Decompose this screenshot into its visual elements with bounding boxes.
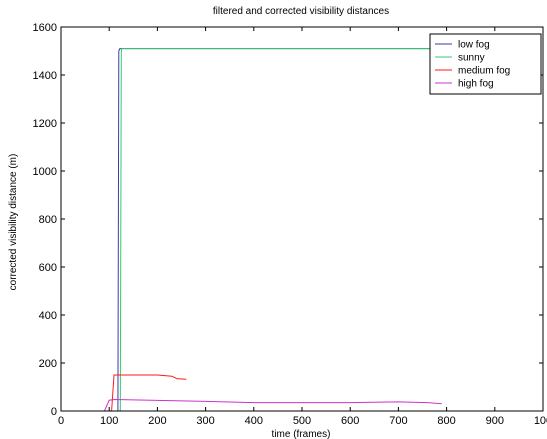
y-tick-label: 200 — [39, 358, 57, 370]
y-tick-label: 800 — [39, 214, 57, 226]
x-tick-label: 500 — [293, 415, 311, 427]
legend-entry-label: low fog — [458, 40, 490, 51]
x-tick-label: 400 — [245, 415, 263, 427]
x-tick-label: 100 — [100, 415, 118, 427]
chart-title: filtered and corrected visibility distan… — [213, 6, 389, 17]
x-tick-label: 900 — [486, 415, 504, 427]
x-tick-label: 0 — [58, 415, 64, 427]
series-line-high-fog — [103, 398, 442, 412]
y-tick-label: 1000 — [33, 166, 57, 178]
legend-entry-label: high fog — [458, 79, 494, 90]
x-tick-label: 300 — [196, 415, 214, 427]
x-tick-label: 600 — [341, 415, 359, 427]
x-tick-label: 100 — [534, 415, 547, 427]
y-axis-label: corrected visibility distance (m) — [8, 154, 19, 291]
y-tick-label: 1600 — [33, 22, 57, 34]
x-tick-label: 700 — [389, 415, 407, 427]
x-axis-label: time (frames) — [272, 429, 331, 439]
y-tick-label: 1200 — [33, 118, 57, 130]
y-tick-label: 1400 — [33, 70, 57, 82]
legend: low fog sunny medium fog high fog — [429, 33, 542, 95]
legend-entry-label: sunny — [458, 53, 485, 64]
series-line-medium-fog — [111, 374, 187, 412]
y-tick-label: 400 — [39, 310, 57, 322]
y-tick-label: 600 — [39, 262, 57, 274]
x-tick-label: 800 — [437, 415, 455, 427]
x-tick-label: 200 — [148, 415, 166, 427]
axes-layer: 0100200300400500600700800900100020040060… — [33, 22, 547, 427]
legend-entry-label: medium fog — [458, 66, 510, 77]
y-tick-label: 0 — [51, 406, 57, 418]
